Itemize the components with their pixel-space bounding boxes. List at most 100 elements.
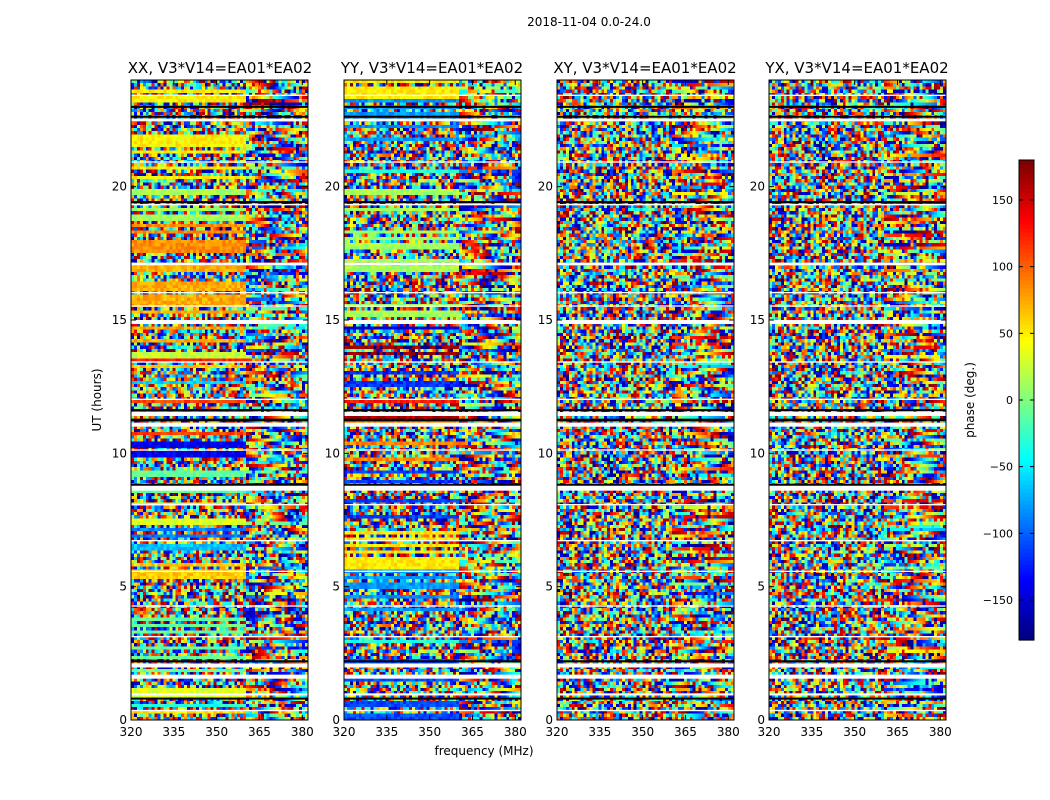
panel-frame xyxy=(556,79,735,721)
colorbar-segment xyxy=(1019,364,1034,369)
flagged-gap xyxy=(557,485,734,491)
flagged-gap xyxy=(769,292,946,294)
y-tick-label: 20 xyxy=(325,180,340,194)
colorbar: 150 100 50 0 −50 −100 −150 xyxy=(983,159,1035,641)
x-tick-label: 335 xyxy=(162,725,185,739)
colorbar-segment xyxy=(1019,552,1034,557)
y-tick-label: 10 xyxy=(750,446,765,460)
flagged-gap xyxy=(131,636,308,638)
flagged-gap xyxy=(769,204,946,206)
colorbar-segment xyxy=(1019,180,1034,185)
colorbar-segment xyxy=(1019,284,1034,289)
data-gap-line xyxy=(769,115,946,118)
panel-title: YY, V3*V14=EA01*EA02 xyxy=(340,59,523,77)
colorbar-tick-label: −150 xyxy=(983,594,1013,607)
flagged-gap xyxy=(344,422,521,427)
colorbar-segment xyxy=(1019,184,1034,189)
colorbar-segment xyxy=(1019,588,1034,593)
y-tick-label: 10 xyxy=(538,446,553,460)
x-axis-yx: 320 335 350 365 380 xyxy=(758,80,952,739)
flagged-gap xyxy=(769,693,946,696)
x-tick-label: 320 xyxy=(333,725,356,739)
colorbar-segment xyxy=(1019,548,1034,553)
data-gap-line xyxy=(344,418,521,422)
x-tick-label: 365 xyxy=(886,725,909,739)
flagged-gap xyxy=(769,118,946,122)
colorbar-segment xyxy=(1019,328,1034,333)
colorbar-tick-label: 100 xyxy=(992,261,1013,274)
colorbar-segment xyxy=(1019,572,1034,577)
flagged-gap xyxy=(344,709,521,712)
panel-title: XY, V3*V14=EA01*EA02 xyxy=(553,59,736,77)
colorbar-segment xyxy=(1019,420,1034,425)
colorbar-segment xyxy=(1019,260,1034,265)
panel-xx: XX, V3*V14=EA01*EA02 320 335 350 365 380 0 5 1… xyxy=(112,59,314,739)
colorbar-segment xyxy=(1019,488,1034,493)
flagged-gap xyxy=(344,161,521,163)
flagged-gap xyxy=(131,161,308,163)
plot-area-yy xyxy=(343,79,522,721)
data-gap-line xyxy=(131,697,308,700)
panel-frame xyxy=(343,79,522,721)
colorbar-segment xyxy=(1019,172,1034,177)
flagged-gap xyxy=(131,540,308,542)
flagged-gap xyxy=(769,305,946,307)
colorbar-segment xyxy=(1019,636,1034,641)
x-tick-label: 380 xyxy=(504,725,527,739)
flagged-gap xyxy=(131,361,308,363)
data-gap-line xyxy=(557,105,734,108)
flagged-gap xyxy=(557,305,734,307)
panel-xy: XY, V3*V14=EA01*EA02 320 335 350 365 380 0 5 1… xyxy=(538,59,740,739)
colorbar-segment xyxy=(1019,248,1034,253)
data-gap-line xyxy=(131,105,308,108)
y-tick-label: 5 xyxy=(332,580,340,594)
flagged-gap xyxy=(557,118,734,122)
x-tick-label: 350 xyxy=(418,725,441,739)
flagged-gap xyxy=(769,485,946,491)
colorbar-segment xyxy=(1019,524,1034,529)
colorbar-segment xyxy=(1019,332,1034,337)
y-tick-label: 0 xyxy=(332,713,340,727)
colorbar-segment xyxy=(1019,496,1034,501)
colorbar-segment xyxy=(1019,564,1034,569)
colorbar-segment xyxy=(1019,164,1034,169)
colorbar-segment xyxy=(1019,460,1034,465)
y-axis-xx: 0 5 10 15 20 xyxy=(112,180,308,727)
colorbar-segment xyxy=(1019,428,1034,433)
colorbar-segment xyxy=(1019,276,1034,281)
colorbar-segment xyxy=(1019,240,1034,245)
colorbar-segment xyxy=(1019,408,1034,413)
colorbar-segment xyxy=(1019,400,1034,405)
flagged-gap xyxy=(344,412,521,416)
flagged-gap xyxy=(131,674,308,679)
flagged-gap xyxy=(131,94,308,96)
flagged-gap xyxy=(344,693,521,696)
colorbar-segment xyxy=(1019,272,1034,277)
x-tick-label: 350 xyxy=(205,725,228,739)
data-gap-line xyxy=(557,483,734,486)
y-tick-label: 0 xyxy=(757,713,765,727)
flagged-gap xyxy=(131,398,308,400)
y-axis-yy: 0 5 10 15 20 xyxy=(325,180,521,727)
colorbar-segment xyxy=(1019,600,1034,605)
colorbar-segment xyxy=(1019,452,1034,457)
x-axis-label: frequency (MHz) xyxy=(434,744,533,758)
colorbar-segment xyxy=(1019,624,1034,629)
data-gap-line xyxy=(557,409,734,412)
data-gap-line xyxy=(131,483,308,486)
flagged-gap xyxy=(557,674,734,679)
flagged-gap xyxy=(344,663,521,668)
colorbar-segment xyxy=(1019,544,1034,549)
plot-area-xx xyxy=(130,79,309,721)
colorbar-segment xyxy=(1019,440,1034,445)
x-tick-label: 380 xyxy=(291,725,314,739)
colorbar-segment xyxy=(1019,444,1034,449)
flagged-gap xyxy=(131,204,308,206)
flagged-gap xyxy=(131,305,308,307)
plot-area-xy xyxy=(556,79,735,721)
colorbar-segment xyxy=(1019,344,1034,349)
data-gap-line xyxy=(557,660,734,663)
flagged-gap xyxy=(557,204,734,206)
flagged-gap xyxy=(131,422,308,427)
flagged-gap xyxy=(344,305,521,307)
